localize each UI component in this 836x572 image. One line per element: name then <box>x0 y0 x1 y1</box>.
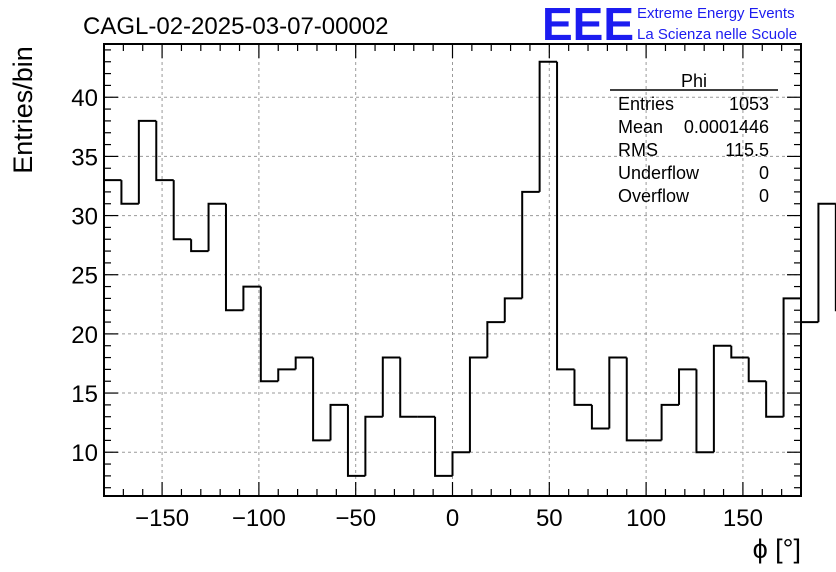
stats-label: Overflow <box>618 186 690 206</box>
histogram-bin <box>712 344 732 453</box>
histogram-bin <box>364 415 383 476</box>
eee-logo: EEE Extreme Energy Events La Scienza nel… <box>542 0 797 50</box>
histogram-bin <box>817 202 836 323</box>
histogram-bin <box>573 369 592 406</box>
histogram-bin <box>747 357 767 383</box>
stats-value: 1053 <box>729 94 769 114</box>
y-tick-label: 40 <box>71 85 98 112</box>
histogram-bin <box>765 381 784 418</box>
histogram-bin <box>486 321 505 358</box>
y-tick-label: 20 <box>71 322 98 349</box>
logo-line-2: La Scienza nelle Scuole <box>637 26 797 43</box>
histogram-bin <box>259 286 279 383</box>
x-tick-label: −100 <box>232 505 286 532</box>
x-tick-label: −150 <box>135 505 189 532</box>
histogram-bin <box>329 403 348 441</box>
histogram-bin <box>190 239 209 253</box>
y-axis-label: Entries/bin <box>8 46 38 174</box>
y-tick-label: 35 <box>71 144 98 171</box>
eee-logo-mark: EEE <box>542 0 634 50</box>
histogram-bin <box>381 356 401 417</box>
histogram-bin <box>695 369 714 454</box>
stats-value: 0.0001446 <box>684 117 769 137</box>
x-axis-label: ϕ [°] <box>753 534 801 564</box>
histogram-bin <box>556 61 575 371</box>
stats-value: 115.5 <box>725 140 769 160</box>
histogram-bin <box>660 403 680 441</box>
axis-ticks <box>104 44 801 496</box>
histogram-bin <box>346 404 366 477</box>
histogram-bin <box>172 180 192 241</box>
histogram-bin <box>800 298 819 324</box>
histogram-bin <box>538 60 558 192</box>
x-tick-label: 50 <box>536 505 563 532</box>
histogram-bin <box>207 202 226 252</box>
logo-line-1: Extreme Energy Events <box>637 5 795 22</box>
stats-box: Phi Entries 1053 Mean 0.0001446 RMS 115.5 Unde… <box>610 71 778 206</box>
stats-label: Entries <box>618 94 674 114</box>
x-tick-label: 0 <box>446 505 459 532</box>
histogram-bin <box>120 180 139 205</box>
histogram-bin <box>503 297 523 323</box>
grid-lines <box>104 44 801 496</box>
histogram-bin <box>155 120 174 182</box>
axis-tick-labels: −150 −100 −50 0 50 100 150 10 15 20 25 30 35 40 <box>71 85 763 532</box>
x-tick-label: 100 <box>626 505 666 532</box>
y-tick-label: 15 <box>71 381 98 408</box>
y-tick-label: 30 <box>71 204 98 231</box>
y-tick-label: 10 <box>71 440 98 467</box>
histogram-bin <box>242 285 261 311</box>
stats-label: Mean <box>618 117 663 137</box>
histogram-bin <box>312 357 331 442</box>
histogram-bin <box>451 451 470 476</box>
histogram-bin <box>468 356 488 453</box>
stats-value: 0 <box>759 163 769 183</box>
histogram-bin <box>137 119 157 204</box>
y-tick-label: 25 <box>71 263 98 290</box>
histogram-bin <box>521 190 540 299</box>
histogram-bin <box>608 356 627 429</box>
histogram-bin <box>399 357 418 418</box>
stats-title: Phi <box>681 71 707 91</box>
x-tick-label: 150 <box>723 505 763 532</box>
histogram-bin <box>590 404 610 430</box>
stats-label: Underflow <box>618 163 700 183</box>
histogram-bin <box>678 368 697 405</box>
histogram-bin <box>625 357 645 442</box>
histogram-bin <box>224 203 244 312</box>
run-title: CAGL-02-2025-03-07-00002 <box>83 13 389 40</box>
histogram-bin <box>294 356 314 370</box>
histogram-bin <box>730 345 749 359</box>
histogram-bin <box>434 416 453 477</box>
stats-value: 0 <box>759 186 769 206</box>
stats-label: RMS <box>618 140 658 160</box>
histogram-bin <box>277 368 296 382</box>
x-tick-label: −50 <box>335 505 376 532</box>
